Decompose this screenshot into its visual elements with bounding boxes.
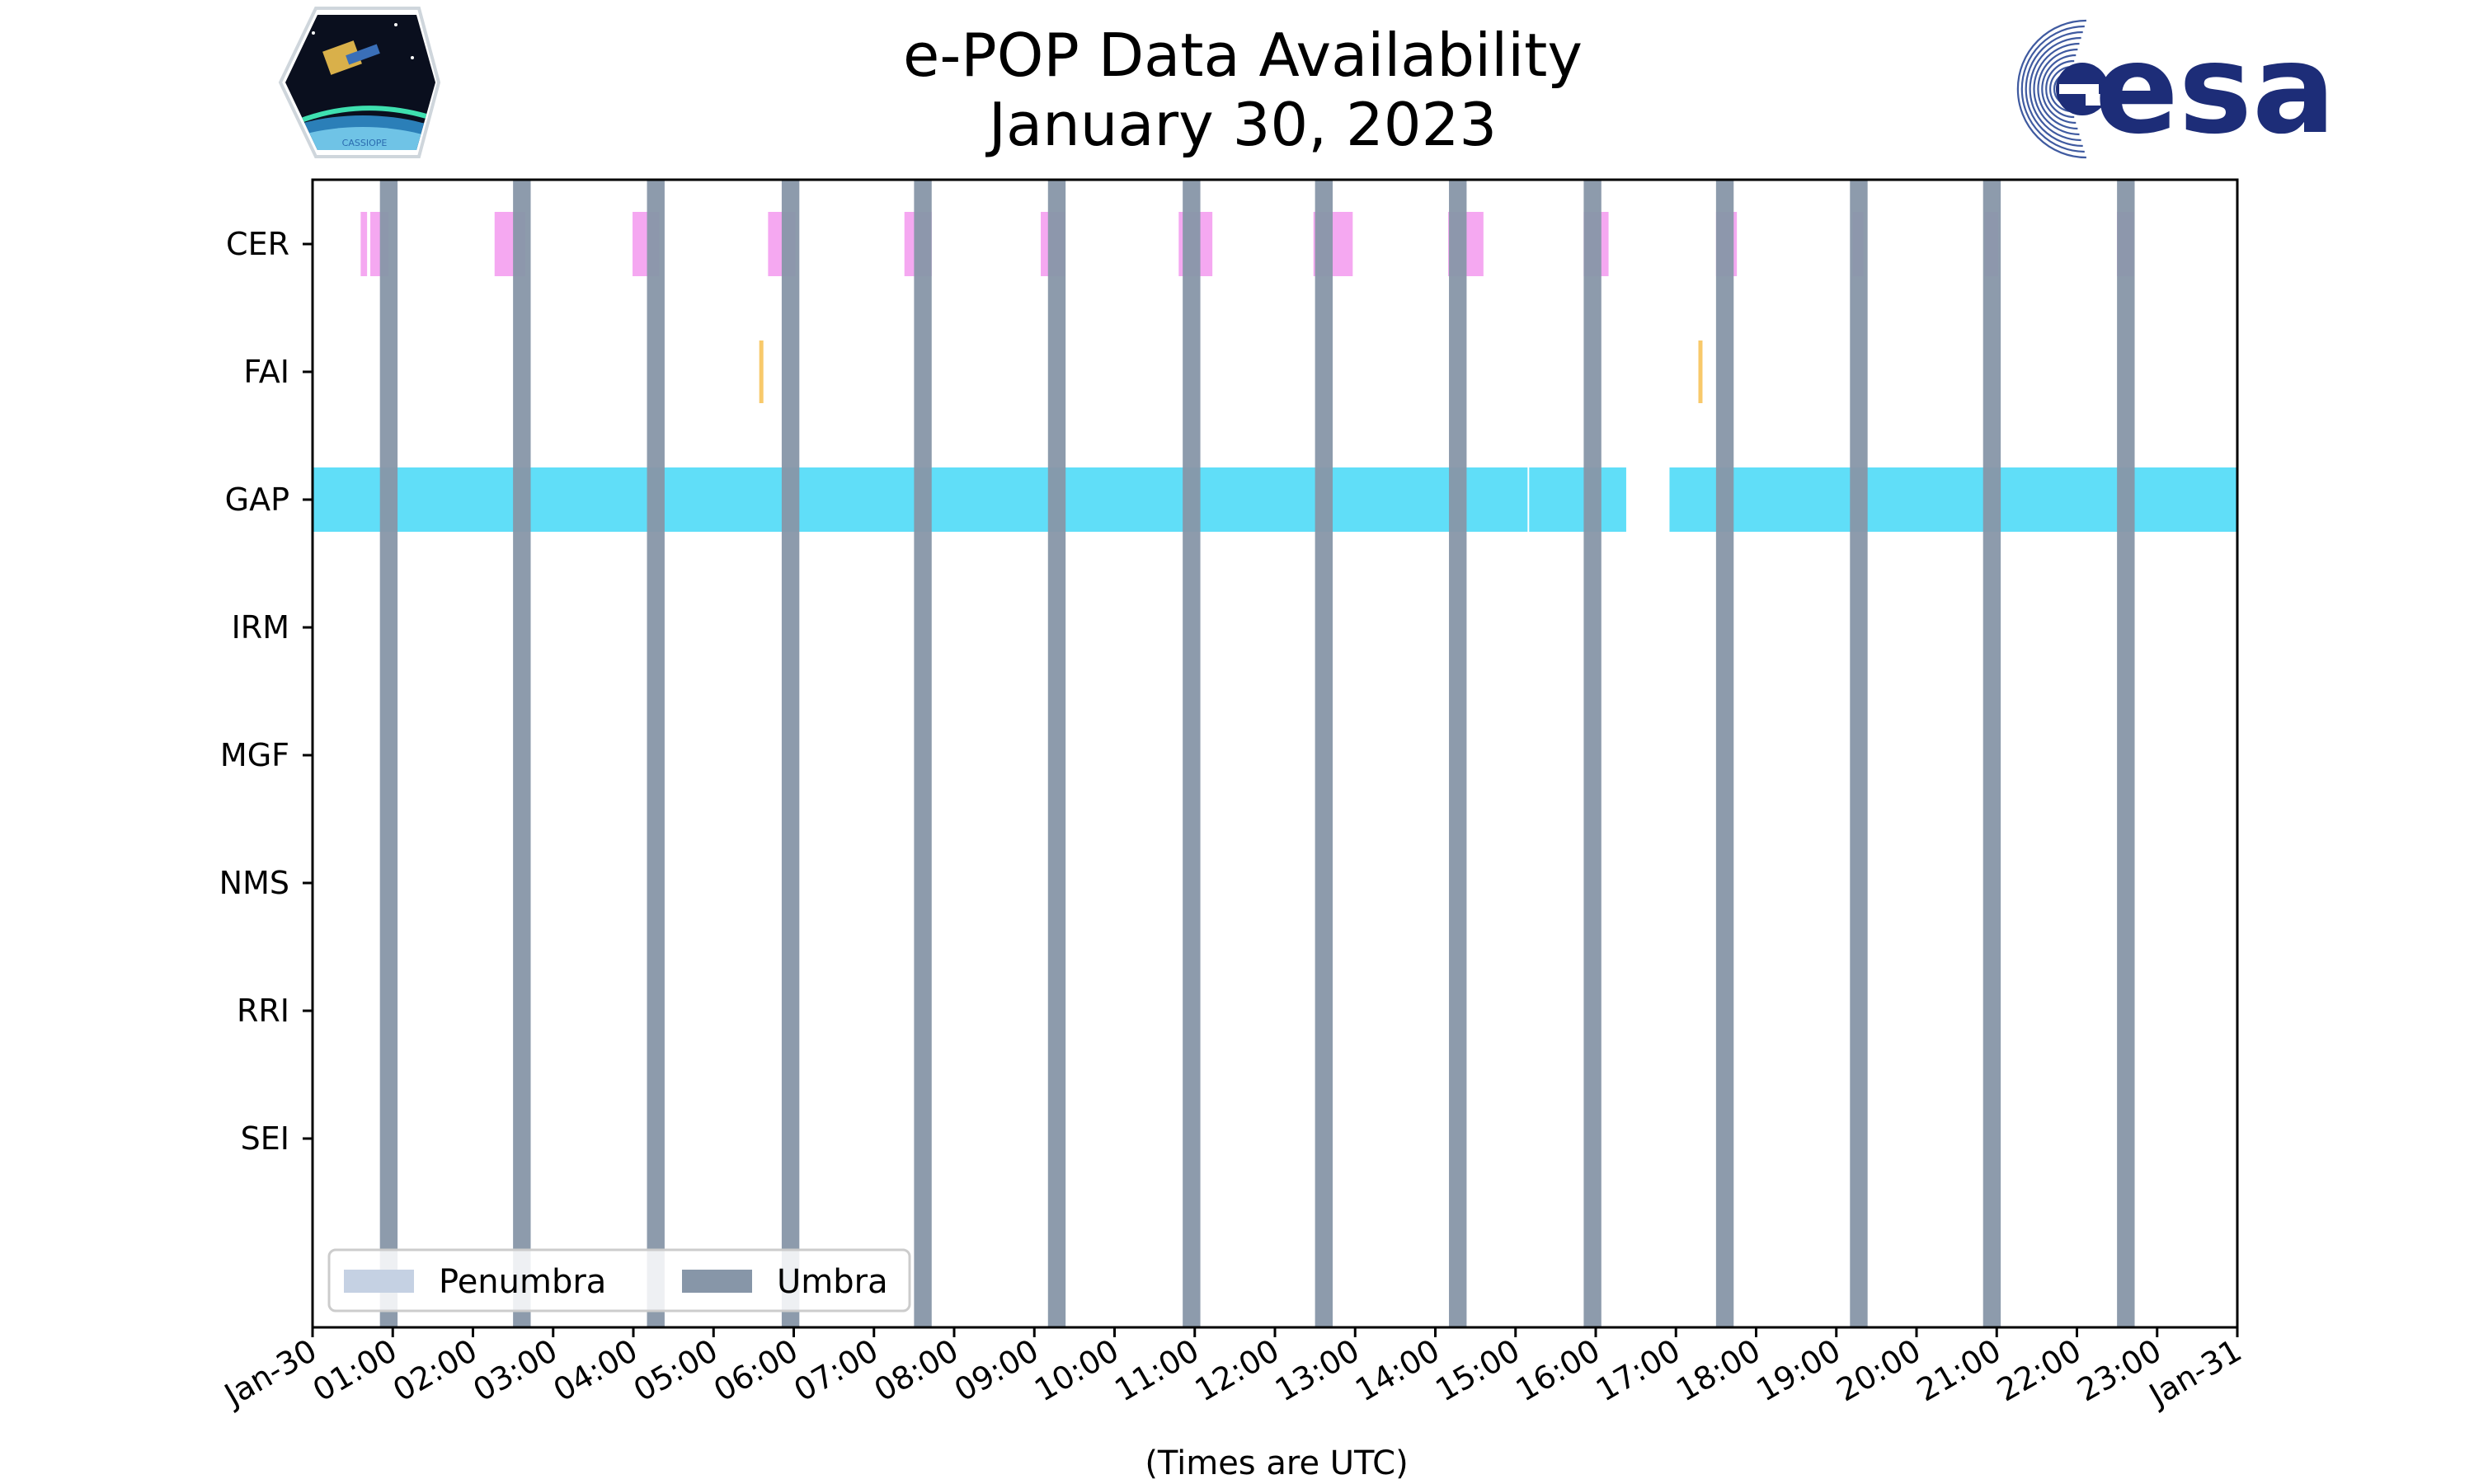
esa-arc-line xyxy=(2025,31,2083,148)
x-tick-label-24: Jan-31 xyxy=(2142,1332,2247,1414)
plot-background xyxy=(313,180,2237,1327)
data-bar-gap-1 xyxy=(1529,467,1626,532)
y-tick-label-rri: RRI xyxy=(237,993,289,1029)
x-tick-label-8: 08:00 xyxy=(868,1332,965,1409)
x-axis: Jan-3001:0002:0003:0004:0005:0006:0007:0… xyxy=(217,1327,2248,1414)
legend-swatch-penumbra xyxy=(344,1270,414,1293)
umbra-band-13 xyxy=(2117,180,2135,1327)
x-tick-label-7: 07:00 xyxy=(788,1332,884,1409)
x-tick-label-20: 20:00 xyxy=(1831,1332,1927,1409)
data-bar-gap-2 xyxy=(1669,467,2237,532)
chart-title: e-POP Data Availability xyxy=(903,21,1583,90)
chart-subtitle: January 30, 2023 xyxy=(985,90,1497,159)
x-tick-label-3: 03:00 xyxy=(467,1332,563,1409)
esa-logo-text: esa xyxy=(2095,18,2335,162)
x-tick-label-21: 21:00 xyxy=(1911,1332,2007,1409)
umbra-band-9 xyxy=(1583,180,1602,1327)
x-tick-label-5: 05:00 xyxy=(628,1332,724,1409)
umbra-band-0 xyxy=(379,180,398,1327)
plot-area xyxy=(313,180,2237,1327)
esa-arc-line xyxy=(2049,65,2073,113)
esa-e-bar xyxy=(2059,84,2099,94)
x-tick-label-1: 01:00 xyxy=(307,1332,403,1409)
y-tick-label-mgf: MGF xyxy=(220,737,289,773)
umbra-band-12 xyxy=(1982,180,2001,1327)
x-tick-label-13: 13:00 xyxy=(1269,1332,1366,1409)
x-tick-label-22: 22:00 xyxy=(1991,1332,2087,1409)
x-tick-label-2: 02:00 xyxy=(387,1332,483,1409)
x-tick-label-14: 14:00 xyxy=(1349,1332,1446,1409)
y-axis: CER FAI GAP IRM MGF NMS RRI SEI xyxy=(219,226,313,1157)
esa-logo: esa xyxy=(2016,18,2335,162)
esa-arc-line xyxy=(2037,48,2078,130)
esa-arc-line xyxy=(2020,25,2085,153)
legend: Penumbra Umbra xyxy=(327,1248,911,1313)
umbra-band-4 xyxy=(914,180,932,1327)
x-tick-label-6: 06:00 xyxy=(708,1332,804,1409)
umbra-band-7 xyxy=(1315,180,1333,1327)
esa-arc-line xyxy=(2016,19,2086,159)
data-bar-fai-1 xyxy=(1698,340,1703,403)
x-tick-label-10: 10:00 xyxy=(1028,1332,1125,1409)
cassiope-mission-logo: CASSIOPE xyxy=(278,7,441,158)
umbra-band-10 xyxy=(1715,180,1734,1327)
x-tick-label-16: 16:00 xyxy=(1510,1332,1606,1409)
esa-arc-line xyxy=(2033,42,2080,136)
x-tick-label-11: 11:00 xyxy=(1108,1332,1205,1409)
y-tick-label-gap: GAP xyxy=(225,481,289,518)
legend-label-penumbra: Penumbra xyxy=(439,1263,606,1301)
x-tick-label-17: 17:00 xyxy=(1590,1332,1686,1409)
cassiope-logo-text: CASSIOPE xyxy=(342,138,388,148)
umbra-band-11 xyxy=(1850,180,1868,1327)
data-bar-fai-0 xyxy=(759,340,764,403)
legend-label-umbra: Umbra xyxy=(777,1263,888,1301)
y-tick-label-fai: FAI xyxy=(243,354,289,390)
x-axis-label: (Times are UTC) xyxy=(1145,1444,1408,1482)
umbra-band-3 xyxy=(781,180,800,1327)
esa-arc-line xyxy=(2041,54,2077,124)
esa-arc-line xyxy=(2029,36,2081,142)
y-tick-label-irm: IRM xyxy=(232,609,289,646)
esa-e-gap xyxy=(2086,94,2110,106)
x-tick-label-15: 15:00 xyxy=(1429,1332,1526,1409)
y-tick-label-nms: NMS xyxy=(219,865,289,901)
esa-arc-line xyxy=(2045,59,2075,119)
umbra-band-5 xyxy=(1047,180,1066,1327)
x-tick-label-9: 09:00 xyxy=(948,1332,1045,1409)
umbra-band-8 xyxy=(1449,180,1467,1327)
y-tick-label-sei: SEI xyxy=(241,1120,289,1157)
legend-swatch-umbra xyxy=(682,1270,752,1293)
x-tick-label-12: 12:00 xyxy=(1189,1332,1286,1409)
y-tick-label-cer: CER xyxy=(226,226,289,262)
x-tick-label-19: 19:00 xyxy=(1750,1332,1846,1409)
umbra-band-1 xyxy=(513,180,531,1327)
umbra-band-6 xyxy=(1183,180,1201,1327)
x-tick-label-18: 18:00 xyxy=(1670,1332,1766,1409)
x-tick-label-0: Jan-30 xyxy=(217,1332,322,1414)
plot-frame xyxy=(311,178,2239,1329)
umbra-band-2 xyxy=(647,180,665,1327)
esa-arcs-icon xyxy=(2016,19,2110,159)
x-tick-label-4: 04:00 xyxy=(548,1332,644,1409)
data-bar-cer-0 xyxy=(360,212,368,276)
legend-box xyxy=(327,1248,911,1313)
